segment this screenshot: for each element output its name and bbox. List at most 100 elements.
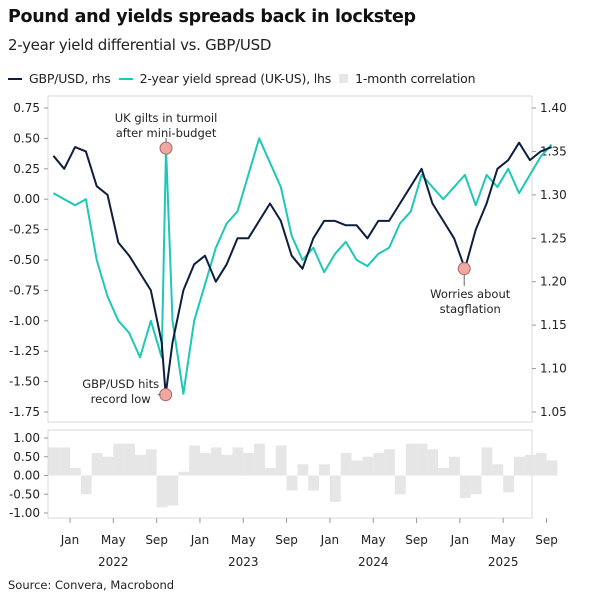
annotation-text: record low <box>91 392 151 406</box>
correlation-bar <box>535 453 547 476</box>
x-year-label: 2023 <box>228 555 259 569</box>
source-note: Source: Convera, Macrobond <box>8 578 175 592</box>
annotation-text: UK gilts in turmoil <box>115 111 218 125</box>
correlation-bar <box>329 475 341 502</box>
x-tick-label: May <box>101 533 126 547</box>
correlation-bar <box>449 456 460 476</box>
lower-tick-label: 1.00 <box>13 431 40 445</box>
left-tick-label: -1.00 <box>9 314 40 328</box>
legend-swatch-gbp <box>8 77 22 80</box>
x-tick-label: Jan <box>60 533 80 547</box>
correlation-bar <box>232 447 244 476</box>
correlation-bar <box>134 454 146 476</box>
legend-label-gbp: GBP/USD, rhs <box>29 71 111 86</box>
correlation-bar <box>362 456 374 476</box>
chart-title: Pound and yields spreads back in lockste… <box>8 7 416 27</box>
x-tick-label: Sep <box>405 533 428 547</box>
gbpusd-line <box>52 141 552 396</box>
correlation-bar <box>546 460 558 476</box>
x-tick-label: May <box>361 533 386 547</box>
correlation-bar <box>124 443 135 476</box>
lower-tick-label: -0.50 <box>9 487 40 501</box>
left-tick-label: -1.25 <box>9 344 40 358</box>
correlation-bar <box>492 464 504 476</box>
correlation-bar <box>156 475 168 508</box>
right-tick-label: 1.25 <box>540 231 567 245</box>
correlation-bar <box>459 475 471 498</box>
left-tick-label: 0.75 <box>13 101 40 115</box>
left-tick-label: -1.50 <box>9 375 40 389</box>
correlation-bar <box>210 447 222 476</box>
left-tick-label: -0.50 <box>9 253 40 267</box>
correlation-bar <box>524 454 536 476</box>
correlation-bar <box>102 456 114 476</box>
left-tick-label: -0.25 <box>9 223 40 237</box>
right-tick-label: 1.30 <box>540 188 567 202</box>
correlation-bar <box>189 445 200 476</box>
right-tick-label: 1.05 <box>540 405 567 419</box>
correlation-bar <box>384 449 395 476</box>
correlation-bar <box>178 471 190 476</box>
legend: GBP/USD, rhs 2-year yield spread (UK-US)… <box>8 71 476 86</box>
annotation-text: after mini-budget <box>116 126 217 140</box>
correlation-bar <box>427 449 439 476</box>
correlation-bar <box>167 475 179 506</box>
right-tick-label: 1.40 <box>540 101 567 115</box>
correlation-bar <box>351 460 363 476</box>
correlation-bar <box>503 475 515 493</box>
right-tick-label: 1.15 <box>540 318 567 332</box>
annotation-text: stagflation <box>440 302 501 316</box>
left-tick-label: -0.75 <box>9 283 40 297</box>
correlation-bar <box>481 447 493 476</box>
correlation-bar <box>91 453 103 476</box>
upper-plot-frame <box>47 95 533 423</box>
correlation-bar <box>394 475 406 495</box>
correlation-bar <box>80 475 92 495</box>
correlation-bar <box>254 443 265 476</box>
correlation-bar <box>113 443 125 476</box>
x-tick-label: Jan <box>320 533 340 547</box>
annotation-text: Worries about <box>430 287 511 301</box>
annotation-marker <box>457 262 471 276</box>
right-tick-label: 1.35 <box>540 144 567 158</box>
x-tick-label: May <box>491 533 516 547</box>
correlation-bar <box>319 464 330 476</box>
x-year-label: 2024 <box>358 555 389 569</box>
x-tick-label: Jan <box>450 533 470 547</box>
correlation-bar <box>199 453 211 476</box>
correlation-bar <box>275 445 287 476</box>
correlation-bar <box>286 475 298 491</box>
x-tick-label: Sep <box>535 533 558 547</box>
correlation-bar <box>145 449 157 476</box>
correlation-bar <box>297 464 309 476</box>
correlation-bar <box>470 475 482 495</box>
legend-swatch-spread <box>118 77 133 80</box>
x-year-label: 2022 <box>98 555 129 569</box>
correlation-bar <box>340 453 352 476</box>
chart-subtitle: 2-year yield differential vs. GBP/USD <box>8 36 272 54</box>
correlation-bar <box>438 468 450 476</box>
x-tick-label: May <box>231 533 256 547</box>
left-tick-label: 0.50 <box>13 131 40 145</box>
x-tick-label: Sep <box>275 533 298 547</box>
correlation-bar <box>243 453 255 476</box>
right-tick-label: 1.10 <box>540 362 567 376</box>
x-tick-label: Jan <box>190 533 210 547</box>
lower-tick-label: -1.00 <box>9 506 40 520</box>
correlation-bar <box>373 453 385 476</box>
annotation-marker <box>159 388 173 402</box>
correlation-bar <box>59 447 70 476</box>
x-year-label: 2025 <box>488 555 519 569</box>
yield-spread-line <box>52 137 553 395</box>
annotation-marker <box>159 141 173 155</box>
lower-tick-label: 0.50 <box>13 450 40 464</box>
correlation-bar <box>221 454 233 476</box>
correlation-bar <box>70 468 81 476</box>
correlation-bar <box>308 475 320 491</box>
lower-tick-label: 0.00 <box>13 469 40 483</box>
legend-label-corr: 1-month correlation <box>355 71 476 86</box>
left-tick-label: 0.25 <box>13 162 40 176</box>
correlation-bar <box>405 443 417 476</box>
